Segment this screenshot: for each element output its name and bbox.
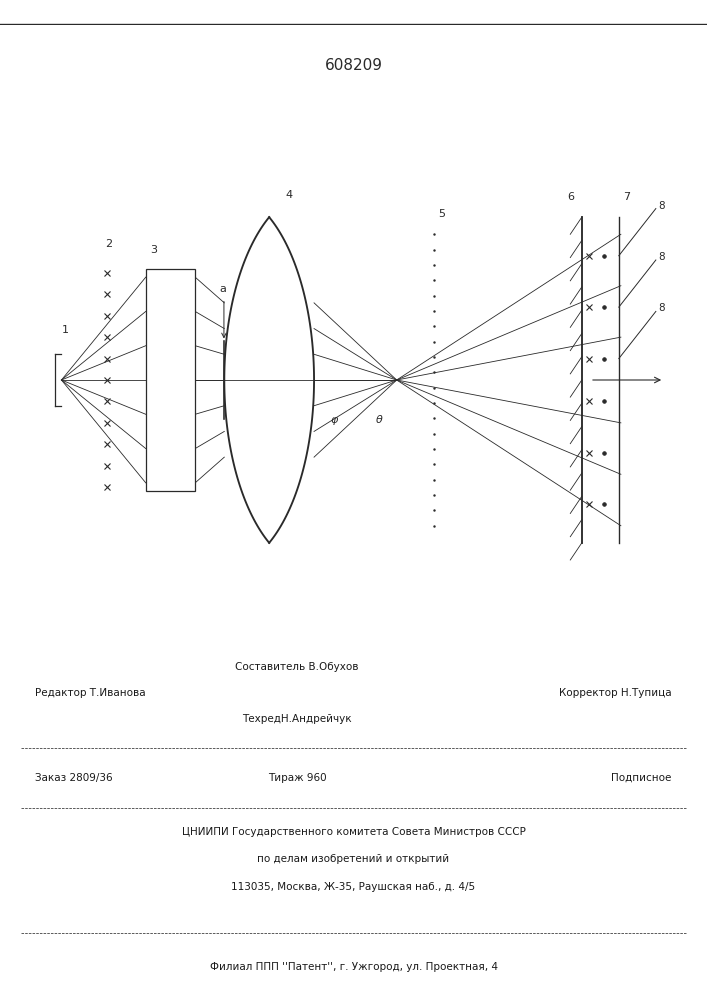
Text: ЦНИИПИ Государственного комитета Совета Министров СССР: ЦНИИПИ Государственного комитета Совета …: [182, 827, 525, 837]
Text: ТехредН.Андрейчук: ТехредН.Андрейчук: [242, 714, 352, 724]
Text: Составитель В.Обухов: Составитель В.Обухов: [235, 662, 358, 672]
Text: Филиал ППП ''Патент'', г. Ужгород, ул. Проектная, 4: Филиал ППП ''Патент'', г. Ужгород, ул. П…: [209, 962, 498, 972]
Text: 608209: 608209: [325, 57, 382, 73]
Text: 2: 2: [105, 239, 112, 249]
Text: 8: 8: [658, 303, 665, 313]
Text: по делам изобретений и открытий: по делам изобретений и открытий: [257, 854, 450, 864]
Text: 6: 6: [568, 192, 574, 202]
Bar: [146, 269, 195, 491]
Text: 1: 1: [62, 325, 69, 335]
Text: 7: 7: [623, 192, 630, 202]
Text: a: a: [219, 284, 226, 294]
Text: Редактор Т.Иванова: Редактор Т.Иванова: [35, 688, 146, 698]
Text: Подписное: Подписное: [612, 773, 672, 783]
Text: 8: 8: [658, 201, 665, 211]
Text: Тираж 960: Тираж 960: [268, 773, 326, 783]
Text: Корректор Н.Тупица: Корректор Н.Тупица: [559, 688, 672, 698]
Text: φ: φ: [331, 415, 338, 425]
Text: 5: 5: [438, 209, 445, 219]
Text: 8: 8: [658, 252, 665, 262]
Text: 113035, Москва, Ж-35, Раушская наб., д. 4/5: 113035, Москва, Ж-35, Раушская наб., д. …: [231, 882, 476, 892]
Text: 3: 3: [150, 245, 157, 255]
Text: Заказ 2809/36: Заказ 2809/36: [35, 773, 113, 783]
Text: θ: θ: [376, 415, 383, 425]
Text: 4: 4: [286, 190, 293, 200]
